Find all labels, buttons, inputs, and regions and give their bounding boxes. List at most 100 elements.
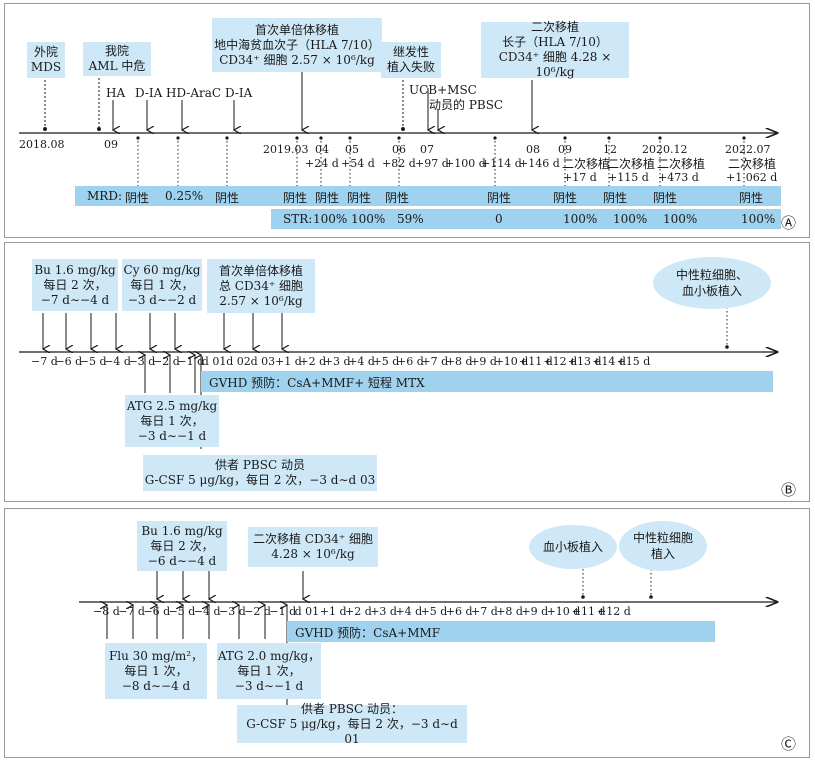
day-tick-label: +11 d [571,605,606,618]
date-label: 2022.07 [725,143,771,156]
str-value: 59% [397,212,424,226]
date-label: 12 [603,143,617,156]
panel-c-mark: Ⓒ [781,735,797,753]
box-cy-conditioning: Cy 60 mg/kg 每日 1 次， −3 d∼−2 d [122,259,202,311]
box-gcsf-mobilization: 供者 PBSC 动员 G-CSF 5 μg/kg，每日 2 次，−3 d∼d 03 [143,455,377,491]
day-tick-label: +12 d [597,605,631,618]
day-tick-label: −6 d [55,355,83,368]
day-tick-label: +13 d [567,355,602,368]
day-tick-label: −7 d [118,605,145,618]
box-graft-failure: 继发性 植入失败 [381,42,441,78]
day-tick-label: +9 d [470,355,497,368]
day-tick-label: d 01 [294,605,320,618]
box-flu: Flu 30 mg/m²， 每日 1 次， −8 d∼−4 d [105,643,207,699]
str-value: 100% [613,212,648,226]
box-outside-mds: 外院 MDS [27,42,65,78]
day-tick-label: +8 d [445,355,473,368]
day-tick-label: +6 d [445,605,473,618]
mrd-value: 阴性 [347,191,372,205]
day-tick-label: d 03 [250,355,276,368]
date-label: 05 [345,143,359,156]
day-tick-label: −1 d [177,355,205,368]
box-second-transplant: 二次移植 长子（HLA 7/10） CD34⁺ 细胞 4.28 × 10⁶/kg [481,20,629,79]
second-tx-day: +17 d [563,171,597,184]
day-tick-label: +11 d [519,355,553,368]
mrd-value: 阴性 [215,191,240,205]
day-tick-label: −5 d [79,355,107,368]
day-tick-label: +5 d [372,355,400,368]
second-tx-label: 二次移植 [607,157,656,171]
mrd-value: 阴性 [125,191,150,205]
date-label: 09 [104,138,118,151]
date-label: 2019.03 [263,143,309,156]
day-tick-label: d 02 [226,355,251,368]
mrd-value: 阴性 [653,191,678,205]
day-tick-label: +10 d [494,355,529,368]
box-first-transplant: 首次单倍体移植总 CD34⁺ 细胞 2.57 × 10⁶/kg [207,259,315,313]
mrd-value: 阴性 [739,191,764,205]
gvhd-band: GVHD 预防：CsA+MMF+ 短程 MTX [201,371,773,392]
second-tx-day: +1 062 d [726,171,778,184]
day-tick-label: −1 d [269,605,297,618]
ucb-msc-label: UCB+MSC [409,83,477,97]
chemo-dia-1: D-IA [135,86,163,100]
day-tick-label: −6 d [143,605,171,618]
mrd-value: 0.25% [165,189,204,203]
day-tick-label: −8 d [93,605,120,618]
day-tick-label: +6 d [397,355,424,368]
day-label: +146 d [519,157,560,170]
day-tick-label: +7 d [471,605,498,618]
day-label: +24 d [305,157,339,170]
str-value: 100% [741,212,776,226]
gvhd-band: GVHD 预防：CsA+MMF [287,621,715,642]
day-tick-label: −2 d [244,605,271,618]
date-label: 09 [558,143,572,156]
box-bu-conditioning: Bu 1.6 mg/kg 每日 2 次， −7 d∼−4 d [32,259,118,311]
date-label: 08 [526,143,540,156]
day-tick-label: +5 d [420,605,448,618]
day-tick-label: +15 d [616,355,651,368]
str-value: 100% [313,212,348,226]
mrd-value: 阴性 [487,191,512,205]
day-label: +82 d [382,157,416,170]
box-atg: ATG 2.5 mg/kg 每日 1 次， −3 d∼−1 d [125,395,219,447]
day-tick-label: −3 d [128,355,156,368]
date-label: 2018.08 [19,138,65,151]
day-tick-label: +8 d [496,605,523,618]
day-tick-label: −4 d [104,355,131,368]
date-label: 07 [420,143,434,156]
day-tick-label: −2 d [153,355,180,368]
panel-b: Bu 1.6 mg/kg 每日 2 次， −7 d∼−4 d Cy 60 mg/kg… [4,242,810,502]
day-tick-label: −4 d [193,605,221,618]
day-tick-label: +3 d [323,355,351,368]
str-value: 100% [663,212,698,226]
day-label: +114 d [481,157,522,170]
str-value: 100% [563,212,598,226]
mrd-value: 阴性 [553,191,578,205]
day-tick-label: +14 d [592,355,626,368]
str-value: 0 [495,212,503,226]
second-tx-label: 二次移植 [728,157,777,171]
date-label: 2020.12 [642,143,688,156]
day-tick-label: −5 d [168,605,196,618]
mobilized-pbsc-label: 动员的 PBSC [429,98,504,112]
neutrophil-engraftment-ellipse: 中性粒细胞 植入 [619,521,707,571]
mrd-band: MRD: 阴性 0.25% 阴性 阴性 阴性 阴性 阴性 阴性 阴性 阴性 阴性… [75,186,781,206]
box-second-transplant: 二次移植 CD34⁺ 细胞 4.28 × 10⁶/kg [248,527,378,567]
box-our-hospital-aml: 我院 AML 中危 [83,42,151,76]
second-tx-day: +115 d [608,171,649,184]
day-label: +54 d [341,157,375,170]
chemo-ha: HA [106,86,126,100]
gvhd-label: GVHD 预防：CsA+MMF+ 短程 MTX [209,376,425,390]
date-label: 06 [392,143,406,156]
day-tick-label: −7 d [31,355,58,368]
day-tick-label: +12 d [543,355,578,368]
panel-c: Bu 1.6 mg/kg 每日 2 次， −6 d∼−4 d 二次移植 CD34⁺ … [4,508,810,758]
chemo-dia-2: D-IA [225,86,253,100]
day-tick-label: +7 d [421,355,449,368]
chemo-hdarac: HD-AraC [166,86,222,100]
day-tick-label: +9 d [521,605,549,618]
mrd-value: 阴性 [283,191,308,205]
gvhd-label: GVHD 预防：CsA+MMF [295,626,441,640]
second-tx-label: 二次移植 [657,157,706,171]
